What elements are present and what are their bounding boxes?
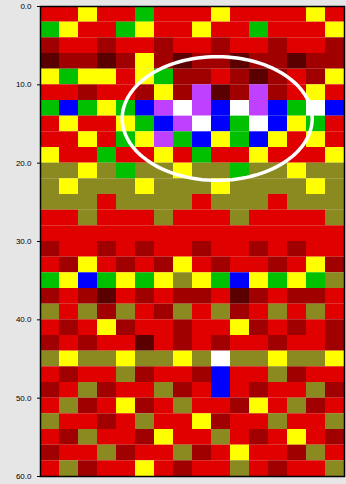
- svg-text:40.0: 40.0: [16, 315, 32, 324]
- svg-text:30.0: 30.0: [16, 237, 32, 246]
- svg-text:20.0: 20.0: [16, 159, 32, 168]
- svg-text:60.0: 60.0: [16, 472, 32, 481]
- svg-text:10.0: 10.0: [16, 80, 32, 89]
- svg-text:0.0: 0.0: [20, 2, 32, 11]
- svg-text:50.0: 50.0: [16, 394, 32, 403]
